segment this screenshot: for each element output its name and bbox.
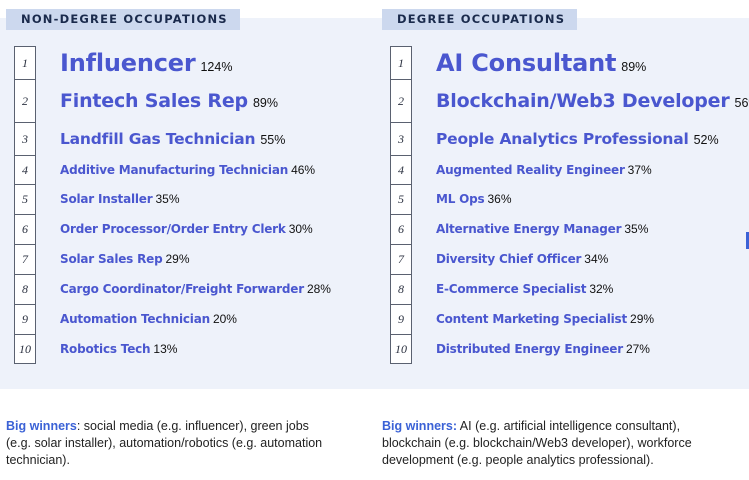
summary-label: Big winners: [382,419,458,433]
content-background [0,18,749,389]
occupation-entry: E-Commerce Specialist 32% [436,274,613,304]
rank-number: 6 [14,214,36,244]
degree-header: DEGREE OCCUPATIONS [382,9,578,30]
non-degree-summary: Big winners: social media (e.g. influenc… [6,418,336,469]
growth-percent: 124% [200,59,233,74]
occupation-name: Order Processor/Order Entry Clerk [60,222,286,236]
rank-number: 9 [390,304,412,334]
rank-number: 10 [390,334,412,364]
rank-number: 6 [390,214,412,244]
rank-number: 3 [390,122,412,155]
growth-percent: 20% [212,312,237,326]
occupation-name: Influencer [60,48,196,77]
occupation-name: Diversity Chief Officer [436,252,582,266]
occupation-entry: Solar Installer 35% [60,184,180,214]
growth-percent: 29% [630,312,655,326]
occupation-name: Landfill Gas Technician [60,129,256,148]
occupation-entry: Content Marketing Specialist 29% [436,304,654,334]
rank-number: 4 [390,155,412,184]
occupation-name: Automation Technician [60,312,210,326]
occupation-name: Robotics Tech [60,342,151,356]
occupation-entry: Robotics Tech 13% [60,334,177,364]
growth-percent: 35% [624,222,649,236]
summary-label: Big winners [6,419,77,433]
occupation-name: AI Consultant [436,48,617,77]
degree-summary: Big winners: AI (e.g. artificial intelli… [382,418,727,469]
growth-percent: 89% [621,59,647,74]
occupation-name: Solar Sales Rep [60,252,163,266]
growth-percent: 52% [693,132,719,147]
growth-percent: 89% [252,95,278,110]
occupation-entry: Additive Manufacturing Technician 46% [60,155,315,184]
occupation-entry: Automation Technician 20% [60,304,237,334]
rank-number: 5 [390,184,412,214]
occupation-name: Augmented Reality Engineer [436,162,625,177]
occupation-name: Content Marketing Specialist [436,312,628,326]
rank-number: 8 [390,274,412,304]
occupation-name: Alternative Energy Manager [436,222,622,236]
occupation-entry: Fintech Sales Rep 89% [60,79,278,122]
occupation-entry: Order Processor/Order Entry Clerk 30% [60,214,313,244]
growth-percent: 13% [153,342,178,356]
rank-number: 8 [14,274,36,304]
growth-percent: 32% [589,282,614,296]
occupation-entry: People Analytics Professional 52% [436,122,719,155]
occupation-name: Blockchain/Web3 Developer [436,89,730,112]
occupation-name: Solar Installer [60,192,153,206]
occupation-entry: Solar Sales Rep 29% [60,244,190,274]
rank-number: 3 [14,122,36,155]
summary-text: : social media (e.g. influencer), green … [6,419,323,467]
rank-number: 7 [390,244,412,274]
occupation-entry: Blockchain/Web3 Developer 56% [436,79,749,122]
growth-percent: 55% [260,132,286,147]
scrollbar-thumb[interactable] [746,232,749,249]
occupation-entry: ML Ops 36% [436,184,512,214]
growth-percent: 29% [165,252,190,266]
occupation-name: ML Ops [436,192,485,206]
occupation-name: Cargo Coordinator/Freight Forwarder [60,282,304,296]
growth-percent: 37% [627,162,652,177]
occupation-entry: Diversity Chief Officer 34% [436,244,608,274]
growth-percent: 27% [625,342,650,356]
occupation-name: Fintech Sales Rep [60,89,248,112]
occupation-entry: Landfill Gas Technician 55% [60,122,285,155]
occupation-entry: Influencer 124% [60,46,232,79]
summary-text: AI (e.g. artificial intelligence consult… [382,419,692,467]
rank-number: 9 [14,304,36,334]
occupation-entry: Alternative Energy Manager 35% [436,214,648,244]
growth-percent: 36% [487,192,512,206]
occupation-name: E-Commerce Specialist [436,282,587,296]
rank-number: 7 [14,244,36,274]
rank-number: 10 [14,334,36,364]
occupation-name: People Analytics Professional [436,129,689,148]
occupation-entry: Distributed Energy Engineer 27% [436,334,650,364]
non-degree-header: NON-DEGREE OCCUPATIONS [6,9,240,30]
growth-percent: 35% [155,192,180,206]
growth-percent: 30% [288,222,313,236]
rank-number: 2 [390,79,412,122]
growth-percent: 28% [306,282,331,296]
occupation-name: Distributed Energy Engineer [436,342,623,356]
occupation-entry: AI Consultant 89% [436,46,646,79]
rank-number: 2 [14,79,36,122]
occupation-entry: Cargo Coordinator/Freight Forwarder 28% [60,274,331,304]
rank-number: 1 [14,46,36,79]
occupation-entry: Augmented Reality Engineer 37% [436,155,652,184]
rank-number: 4 [14,155,36,184]
rank-number: 1 [390,46,412,79]
occupation-name: Additive Manufacturing Technician [60,162,289,177]
growth-percent: 56% [734,95,749,110]
growth-percent: 46% [291,162,316,177]
rank-number: 5 [14,184,36,214]
growth-percent: 34% [584,252,609,266]
